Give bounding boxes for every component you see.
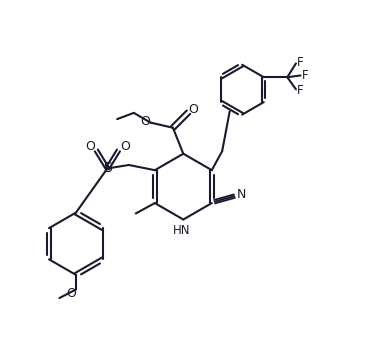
Text: F: F — [302, 69, 308, 82]
Text: O: O — [85, 140, 95, 153]
Text: HN: HN — [173, 224, 190, 237]
Text: S: S — [103, 162, 112, 176]
Text: F: F — [297, 84, 303, 97]
Text: O: O — [188, 103, 198, 116]
Text: N: N — [237, 188, 247, 201]
Text: O: O — [66, 287, 76, 300]
Text: O: O — [141, 115, 150, 128]
Text: F: F — [297, 56, 303, 69]
Text: O: O — [120, 140, 130, 153]
